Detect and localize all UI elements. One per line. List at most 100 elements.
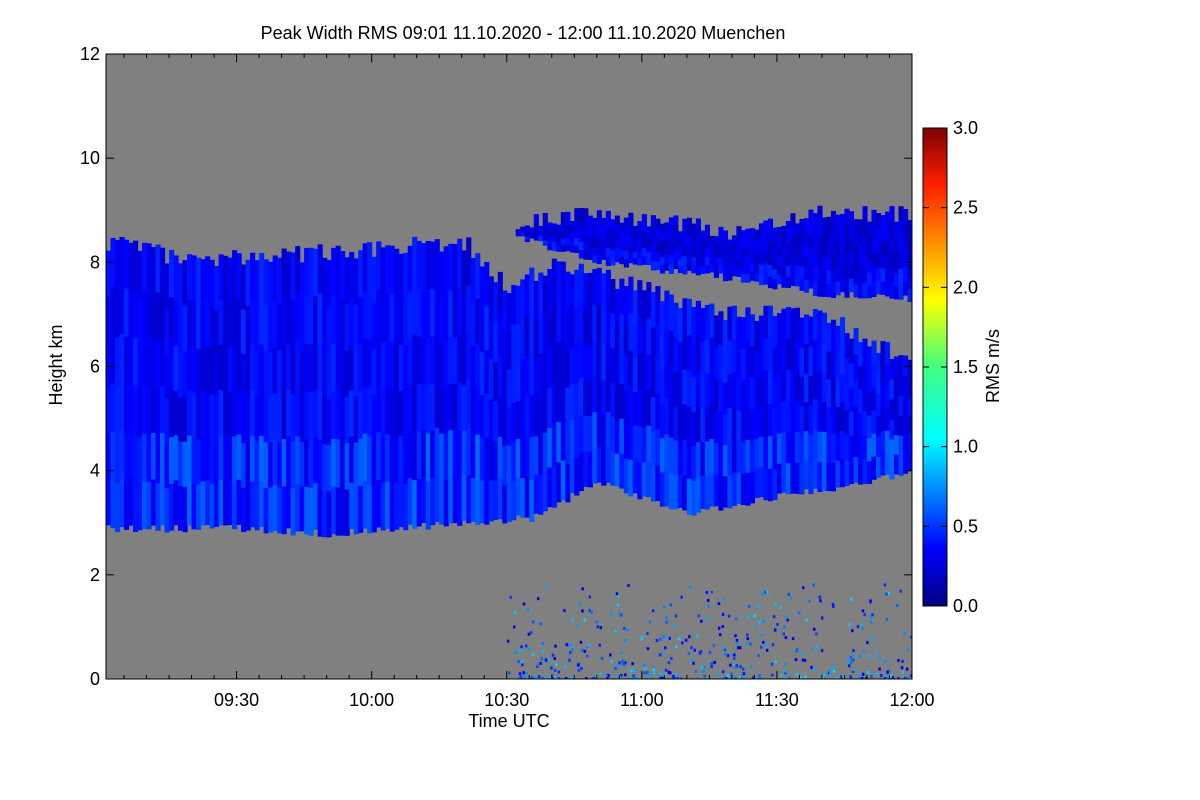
heatmap-cell (268, 351, 274, 398)
heatmap-cell (758, 253, 765, 265)
heatmap-cell (812, 458, 819, 489)
heatmap-cell (223, 255, 229, 302)
heatmap-cell (515, 285, 521, 325)
heatmap-cell (749, 345, 756, 378)
heatmap-cell (655, 464, 661, 502)
heatmap-cell (151, 432, 157, 480)
heatmap-cell (800, 652, 804, 656)
heatmap-cell (317, 390, 323, 440)
heatmap-cell (783, 625, 787, 629)
heatmap-cell (762, 640, 765, 644)
heatmap-cell (245, 394, 251, 441)
heatmap-cell (542, 229, 548, 236)
heatmap-cell (511, 480, 517, 521)
heatmap-cell (907, 233, 912, 248)
heatmap-cell (879, 674, 883, 678)
heatmap-cell (493, 282, 499, 323)
heatmap-cell (578, 377, 584, 416)
heatmap-cell (515, 438, 521, 478)
heatmap-cell (335, 293, 341, 343)
heatmap-cell (513, 611, 517, 615)
heatmap-cell (236, 298, 242, 345)
heatmap-cell (907, 396, 912, 416)
heatmap-cell (709, 303, 715, 338)
heatmap-cell (443, 339, 449, 387)
heatmap-cell (695, 300, 701, 337)
heatmap-cell (236, 343, 242, 390)
heatmap-cell (587, 379, 593, 417)
heatmap-cell (443, 432, 449, 480)
heatmap-cell (439, 251, 445, 298)
heatmap-cell (704, 338, 710, 374)
heatmap-cell (515, 230, 521, 232)
heatmap-cell (637, 242, 643, 251)
heatmap-cell (727, 340, 733, 375)
heatmap-cell (848, 386, 855, 412)
heatmap-cell (538, 312, 544, 354)
heatmap-cell (812, 338, 819, 370)
heatmap-cell (889, 358, 895, 380)
heatmap-cell (241, 264, 247, 310)
heatmap-cell (790, 400, 796, 433)
heatmap-cell (828, 668, 832, 672)
heatmap-cell (735, 617, 738, 621)
heatmap-cell (592, 340, 598, 377)
heatmap-cell (331, 390, 337, 440)
heatmap-cell (119, 333, 125, 383)
heatmap-cell (758, 375, 765, 407)
heatmap-cell (214, 396, 220, 441)
heatmap-cell (569, 226, 575, 232)
heatmap-cell (511, 363, 517, 403)
heatmap-cell (169, 343, 175, 391)
heatmap-cell (313, 248, 319, 297)
heatmap-cell (875, 352, 882, 375)
heatmap-cell (502, 290, 508, 330)
heatmap-cell (466, 427, 472, 476)
heatmap-cell (745, 255, 751, 265)
heatmap-cell (907, 452, 912, 472)
heatmap-cell (808, 274, 814, 289)
heatmap-cell (506, 369, 512, 408)
heatmap-cell (308, 439, 314, 488)
heatmap-cell (781, 461, 787, 493)
heatmap-cell (774, 602, 777, 606)
heatmap-cell (106, 296, 112, 343)
heatmap-cell (205, 256, 211, 302)
heatmap-cell (781, 431, 787, 463)
heatmap-cell (587, 272, 593, 310)
heatmap-cell (479, 437, 485, 481)
heatmap-cell (871, 224, 877, 240)
heatmap-cell (871, 433, 877, 457)
heatmap-cell (169, 483, 175, 531)
heatmap-cell (299, 441, 305, 487)
heatmap-cell (758, 233, 765, 245)
heatmap-cell (448, 383, 454, 431)
heatmap-cell (848, 224, 855, 239)
heatmap-cell (691, 480, 697, 516)
heatmap-cell (686, 298, 692, 336)
heatmap-cell (857, 232, 864, 247)
heatmap-cell (529, 352, 535, 396)
heatmap-cell (200, 303, 206, 349)
heatmap-cell (583, 250, 589, 260)
heatmap-cell (461, 385, 467, 431)
heatmap-cell (909, 635, 912, 639)
y-tick-label: 6 (90, 357, 100, 377)
heatmap-cell (812, 240, 819, 255)
heatmap-cell (776, 622, 779, 626)
heatmap-cell (407, 338, 413, 386)
heatmap-cell (160, 247, 166, 295)
heatmap-cell (574, 237, 580, 246)
heatmap-cell (547, 308, 553, 349)
heatmap-cell (808, 261, 814, 276)
heatmap-cell (128, 477, 134, 526)
heatmap-cell (745, 228, 751, 239)
heatmap-cell (232, 435, 238, 483)
heatmap-cell (398, 435, 404, 482)
heatmap-cell (650, 361, 656, 397)
heatmap-cell (785, 221, 792, 233)
heatmap-cell (367, 242, 373, 292)
heatmap-cell (632, 669, 636, 673)
heatmap-cell (533, 231, 539, 237)
